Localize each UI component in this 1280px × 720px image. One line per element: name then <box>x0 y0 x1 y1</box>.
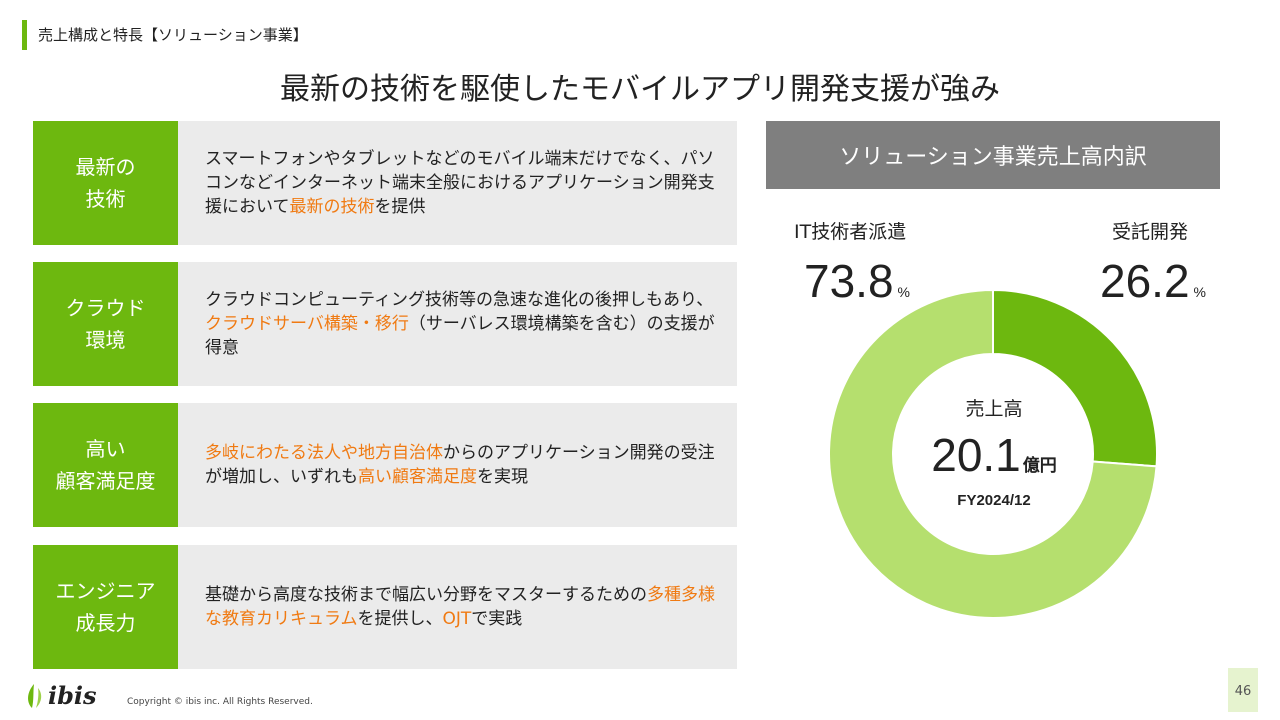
highlight-text: 多岐にわたる法人や地方自治体 <box>205 443 443 463</box>
feature-label-line: 高い <box>85 437 126 461</box>
section-label: 売上構成と特長【ソリューション事業】 <box>38 26 308 44</box>
feature-label-line: 最新の <box>75 155 136 179</box>
copyright-text: Copyright © ibis inc. All Rights Reserve… <box>127 697 313 707</box>
chart-title: ソリューション事業売上高内訳 <box>766 121 1220 189</box>
slice-unit: % <box>1193 284 1206 300</box>
feature-row-satisfaction: 高い 顧客満足度 多岐にわたる法人や地方自治体からのアプリケーション開発の受注が… <box>33 403 737 527</box>
feature-label-line: 環境 <box>85 328 126 352</box>
text-segment: スマートフォンやタブレットなどのモバイル端末だけでなく、パソコンなどインターネッ… <box>205 149 715 217</box>
feature-label-line: 成長力 <box>75 611 136 635</box>
section-accent-bar <box>22 20 27 50</box>
donut-chart <box>829 290 1157 618</box>
feature-label: クラウド 環境 <box>33 262 178 386</box>
center-unit: 億円 <box>1022 456 1057 476</box>
text-segment: からのアプリケーション開発の受注が増加し、いずれも <box>205 443 715 487</box>
slice-value: 26.2 <box>1100 255 1190 307</box>
company-logo: ibis <box>24 678 104 712</box>
feature-label-line: クラウド <box>65 296 146 320</box>
page-number: 46 <box>1234 684 1252 699</box>
feature-row-cloud: クラウド 環境 クラウドコンピューティング技術等の急速な進化の後押しもあり、クラ… <box>33 262 737 386</box>
page-number-box <box>1228 668 1258 712</box>
text-segment: （サーバレス環境構築を含む）の支援が得意 <box>205 314 715 358</box>
slice-contract-development <box>992 290 1157 468</box>
feature-label: エンジニア 成長力 <box>33 545 178 669</box>
highlight-text: 高い顧客満足度 <box>358 467 477 487</box>
logo-text: ibis <box>48 680 97 710</box>
text-segment: を実現 <box>477 467 528 487</box>
feature-row-technology: 最新の 技術 スマートフォンやタブレットなどのモバイル端末だけでなく、パソコンな… <box>33 121 737 245</box>
text-segment: 基礎から高度な技術まで幅広い分野をマスターするための <box>205 585 647 605</box>
feature-description: スマートフォンやタブレットなどのモバイル端末だけでなく、パソコンなどインターネッ… <box>205 121 719 245</box>
highlight-text: クラウドサーバ構築・移行 <box>205 314 409 334</box>
feature-description: クラウドコンピューティング技術等の急速な進化の後押しもあり、クラウドサーバ構築・… <box>205 262 719 386</box>
highlight-text: 多種多様な教育カリキュラム <box>205 585 715 629</box>
center-value: 20.1 億円 <box>894 428 1094 482</box>
center-label: 売上高 <box>965 398 1023 420</box>
text-segment: を提供 <box>374 197 426 217</box>
feature-row-engineer: エンジニア 成長力 基礎から高度な技術まで幅広い分野をマスターするための多種多様… <box>33 545 737 669</box>
text-segment: クラウドコンピューティング技術等の急速な進化の後押しもあり、 <box>205 290 714 310</box>
highlight-text: 最新の技術 <box>289 197 375 217</box>
text-segment: で実践 <box>471 609 523 629</box>
center-period: FY2024/12 <box>957 492 1031 509</box>
data-label-contract: 26.2% <box>1100 254 1206 308</box>
legend-label-dispatch: IT技術者派遣 <box>794 221 907 243</box>
slice-unit: % <box>897 284 910 300</box>
feature-description: 多岐にわたる法人や地方自治体からのアプリケーション開発の受注が増加し、いずれも高… <box>205 403 719 527</box>
legend-label-contract: 受託開発 <box>1112 221 1189 243</box>
leaf-icon <box>28 684 42 708</box>
data-label-dispatch: 73.8% <box>804 254 910 308</box>
page-title: 最新の技術を駆使したモバイルアプリ開発支援が強み <box>280 72 1000 107</box>
feature-label-line: 顧客満足度 <box>55 469 156 493</box>
text-segment: を提供し、 <box>357 609 443 629</box>
feature-label: 最新の 技術 <box>33 121 178 245</box>
slice-it-dispatch <box>829 290 1157 618</box>
slice-value: 73.8 <box>804 255 894 307</box>
highlight-text: OJT <box>442 609 472 629</box>
feature-description: 基礎から高度な技術まで幅広い分野をマスターするための多種多様な教育カリキュラムを… <box>205 545 719 669</box>
feature-label: 高い 顧客満足度 <box>33 403 178 527</box>
center-number: 20.1 <box>931 429 1021 481</box>
feature-label-line: エンジニア <box>55 579 156 603</box>
feature-label-line: 技術 <box>85 187 126 211</box>
